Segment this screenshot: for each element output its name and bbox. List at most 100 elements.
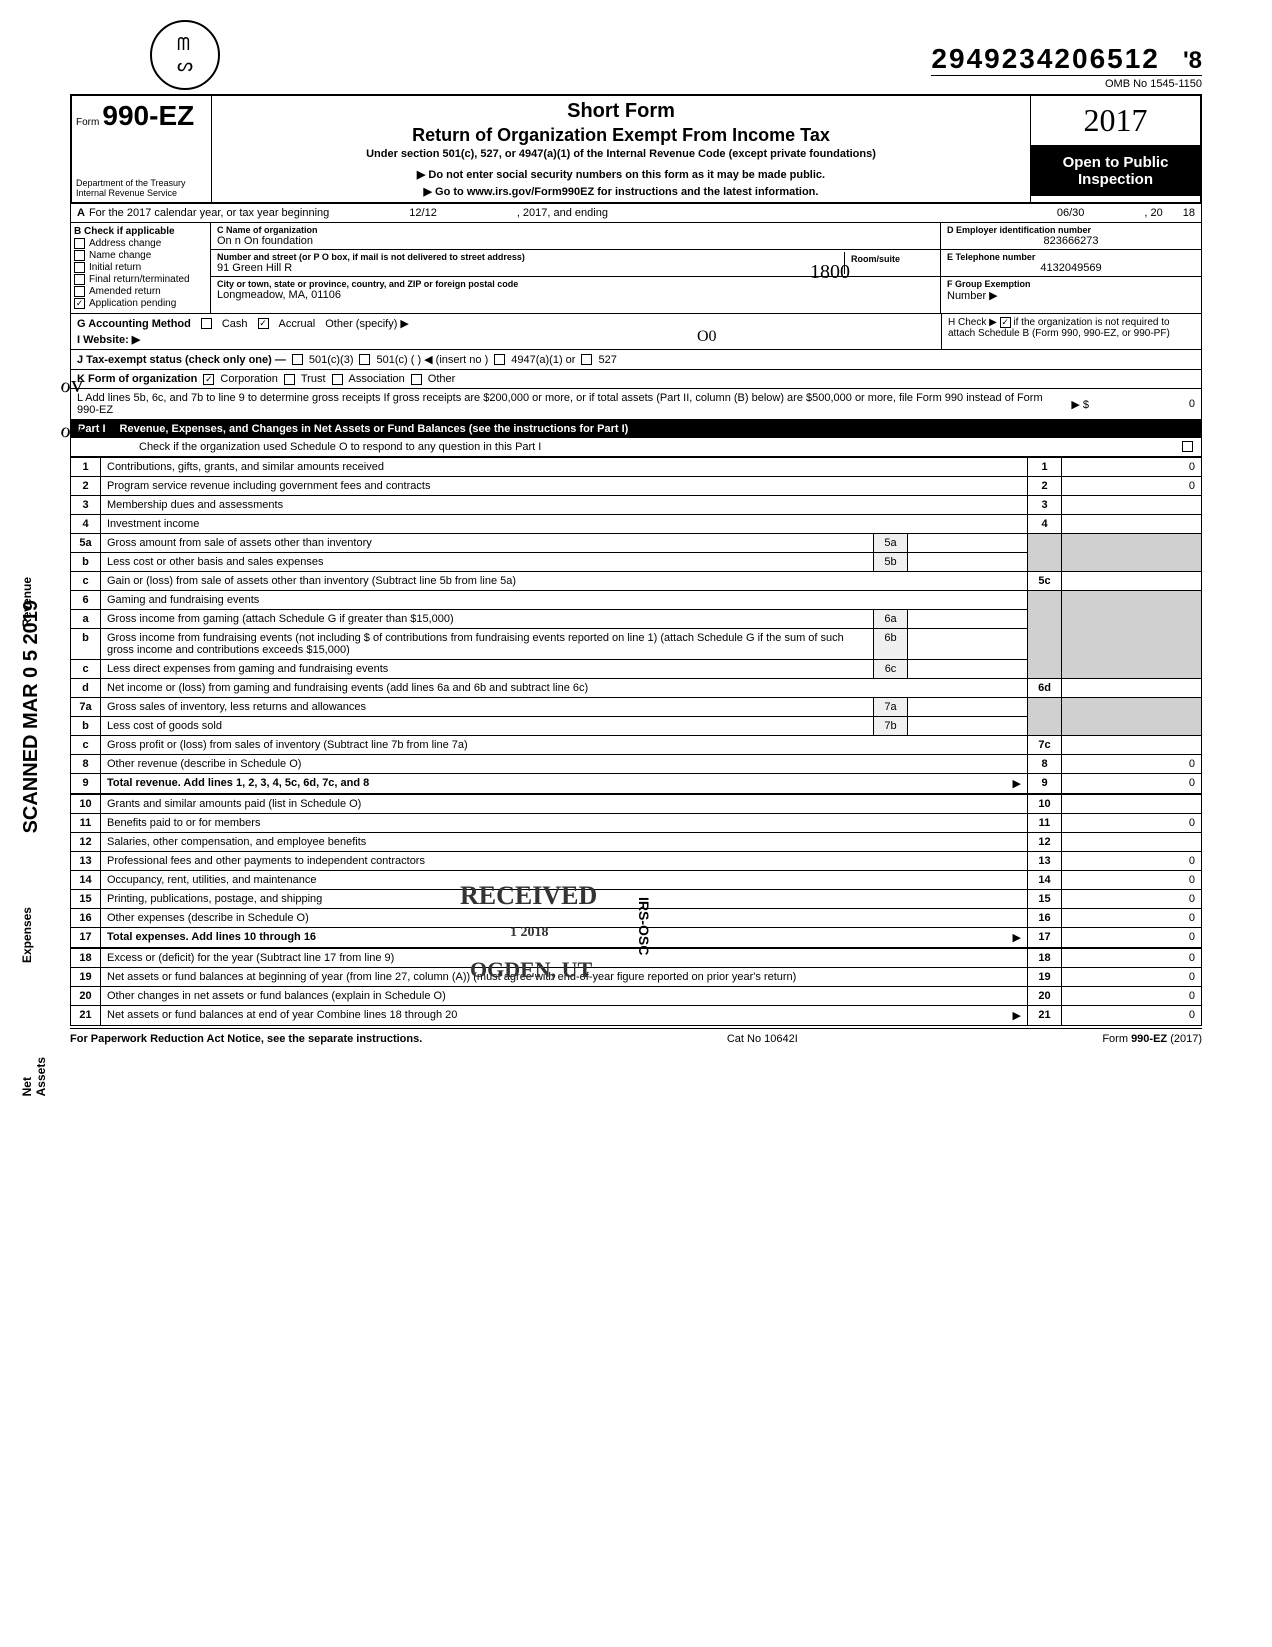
l3-desc: Membership dues and assessments (101, 496, 1028, 515)
city-value: Longmeadow, MA, 01106 (217, 289, 934, 301)
l14-desc: Occupancy, rent, utilities, and maintena… (101, 871, 1028, 890)
l16-r: 16 (1028, 909, 1062, 928)
row-h-text1: H Check ▶ (948, 317, 997, 328)
handwritten-o0: O0 (697, 328, 717, 346)
l13-v: 0 (1062, 852, 1202, 871)
l8-num: 8 (71, 755, 101, 774)
l20-desc: Other changes in net assets or fund bala… (101, 987, 1028, 1006)
form-header: Form 990-EZ Department of the Treasury I… (70, 94, 1202, 204)
l6c-sv (908, 660, 1028, 679)
l6a-s: 6a (874, 610, 908, 629)
chk-cash[interactable] (201, 318, 212, 329)
l13-num: 13 (71, 852, 101, 871)
l15-num: 15 (71, 890, 101, 909)
side-netassets: Net Assets (20, 1057, 48, 1096)
l13-desc: Professional fees and other payments to … (101, 852, 1028, 871)
l12-desc: Salaries, other compensation, and employ… (101, 833, 1028, 852)
l5a-s: 5a (874, 534, 908, 553)
chk-final-return[interactable] (74, 274, 85, 285)
l11-v: 0 (1062, 814, 1202, 833)
chk-schedule-o[interactable] (1182, 441, 1193, 452)
l7a-sv (908, 698, 1028, 717)
footer-left: For Paperwork Reduction Act Notice, see … (70, 1033, 422, 1045)
chk-527[interactable] (581, 354, 592, 365)
opt-association: Association (349, 373, 405, 385)
l10-desc: Grants and similar amounts paid (list in… (101, 794, 1028, 814)
opt-corporation: Corporation (220, 373, 277, 385)
part1-sub: Check if the organization used Schedule … (139, 441, 1182, 453)
l11-num: 11 (71, 814, 101, 833)
open-public-1: Open to Public (1035, 154, 1196, 171)
scanned-stamp: SCANNED MAR 0 5 2019 (20, 600, 43, 833)
l18-r: 18 (1028, 948, 1062, 968)
group-label: F Group Exemption (947, 279, 1031, 289)
l6a-desc: Gross income from gaming (attach Schedul… (101, 610, 874, 629)
group-number: Number ▶ (947, 289, 1195, 302)
row-a-begin: 12/12 (409, 207, 437, 219)
l5b-desc: Less cost or other basis and sales expen… (101, 553, 874, 572)
chk-accrual[interactable]: ✓ (258, 318, 269, 329)
margin-note-ov2: ℴv (60, 415, 83, 444)
l17-desc: Total expenses. Add lines 10 through 16 … (101, 928, 1028, 949)
chk-application-pending[interactable]: ✓ (74, 298, 85, 309)
chk-amended-return[interactable] (74, 286, 85, 297)
l8-r: 8 (1028, 755, 1062, 774)
row-k-label: K Form of organization (77, 373, 197, 385)
return-title: Return of Organization Exempt From Incom… (216, 125, 1026, 146)
footer-mid: Cat No 10642I (727, 1033, 798, 1045)
opt-501c: 501(c) ( ) ◀ (insert no ) (376, 353, 488, 366)
l5a-num: 5a (71, 534, 101, 553)
chk-trust[interactable] (284, 374, 295, 385)
l5a-desc: Gross amount from sale of assets other t… (101, 534, 874, 553)
l7b-desc: Less cost of goods sold (101, 717, 874, 736)
row-l: L Add lines 5b, 6c, and 7b to line 9 to … (70, 389, 1202, 420)
l19-desc: Net assets or fund balances at beginning… (101, 968, 1028, 987)
l11-desc: Benefits paid to or for members (101, 814, 1028, 833)
l3-v (1062, 496, 1202, 515)
col-b-header: B Check if applicable (74, 226, 207, 237)
chk-label-4: Amended return (89, 286, 161, 297)
l19-num: 19 (71, 968, 101, 987)
l7a-num: 7a (71, 698, 101, 717)
l9-r: 9 (1028, 774, 1062, 795)
l5c-desc: Gain or (loss) from sale of assets other… (101, 572, 1028, 591)
l7c-v (1062, 736, 1202, 755)
row-a-taxyear: A For the 2017 calendar year, or tax yea… (70, 204, 1202, 223)
l4-v (1062, 515, 1202, 534)
row-a-text: For the 2017 calendar year, or tax year … (89, 207, 329, 219)
l5b-sv (908, 553, 1028, 572)
chk-501c3[interactable] (292, 354, 303, 365)
chk-corporation[interactable]: ✓ (203, 374, 214, 385)
l8-desc: Other revenue (describe in Schedule O) (101, 755, 1028, 774)
opt-other: Other (specify) ▶ (325, 317, 409, 330)
l14-r: 14 (1028, 871, 1062, 890)
room-label: Room/suite (851, 254, 928, 264)
l7c-r: 7c (1028, 736, 1062, 755)
chk-4947[interactable] (494, 354, 505, 365)
l6b-desc: Gross income from fundraising events (no… (101, 629, 874, 660)
l5c-r: 5c (1028, 572, 1062, 591)
dln-suffix: '8 (1183, 47, 1202, 74)
l13-r: 13 (1028, 852, 1062, 871)
subtitle: Under section 501(c), 527, or 4947(a)(1)… (216, 148, 1026, 160)
chk-initial-return[interactable] (74, 262, 85, 273)
chk-association[interactable] (332, 374, 343, 385)
chk-schedule-b[interactable]: ✓ (1000, 317, 1011, 328)
l6b-num: b (71, 629, 101, 660)
chk-501c[interactable] (359, 354, 370, 365)
org-name: On n On foundation (217, 235, 934, 247)
l18-desc: Excess or (deficit) for the year (Subtra… (101, 948, 1028, 968)
row-l-value: 0 (1095, 398, 1195, 410)
chk-label-0: Address change (89, 238, 161, 249)
chk-address-change[interactable] (74, 238, 85, 249)
l6-desc: Gaming and fundraising events (101, 591, 1028, 610)
chk-other-org[interactable] (411, 374, 422, 385)
l21-num: 21 (71, 1006, 101, 1026)
l12-num: 12 (71, 833, 101, 852)
logo-circle: ᗰᔕ (150, 20, 220, 90)
row-a-year-prefix: , 20 (1144, 207, 1162, 219)
l6d-r: 6d (1028, 679, 1062, 698)
stamp-irs: IRS-OSC (636, 897, 652, 955)
l17-r: 17 (1028, 928, 1062, 949)
chk-name-change[interactable] (74, 250, 85, 261)
